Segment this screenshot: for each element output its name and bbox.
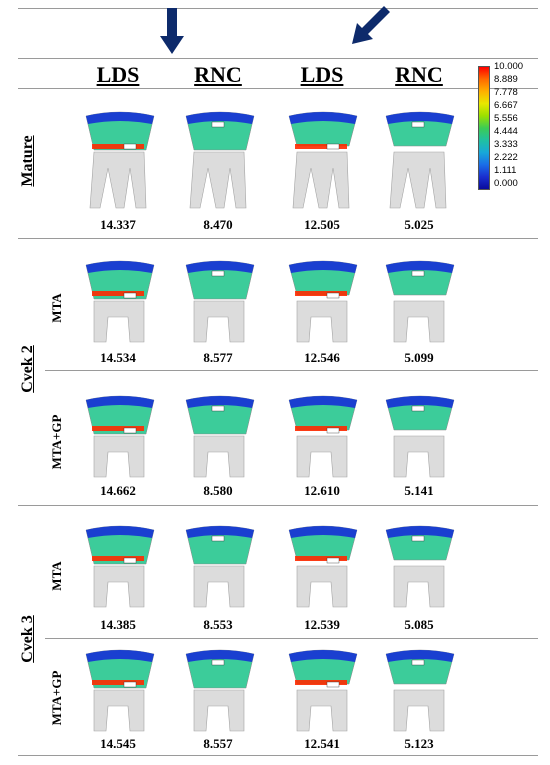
- tooth-stress-model: [380, 108, 460, 213]
- tooth-stress-model: [180, 646, 260, 751]
- row-label-cvek2-mta: MTA: [49, 293, 64, 323]
- tooth-stress-model: [283, 646, 363, 751]
- stress-value: 12.541: [304, 736, 340, 751]
- stress-value: 8.557: [203, 736, 233, 751]
- column-header: RNC: [395, 62, 443, 87]
- stress-value: 12.610: [304, 483, 340, 498]
- group-label-cvek2: Cvek 2: [19, 345, 36, 393]
- divider-header-bottom: [18, 88, 538, 89]
- stress-value: 5.123: [404, 736, 434, 751]
- tooth-stress-model: [80, 108, 160, 213]
- legend-label: 6.667: [494, 100, 518, 111]
- stress-value: 14.337: [100, 217, 136, 232]
- column-header: LDS: [96, 62, 140, 87]
- stress-value: 12.546: [304, 350, 340, 365]
- divider-header: [18, 58, 538, 59]
- down-arrow-icon: [160, 8, 184, 54]
- legend-label: 1.111: [494, 165, 517, 176]
- stress-value: 5.099: [404, 350, 434, 365]
- divider-mature: [18, 238, 538, 239]
- legend-label: 2.222: [494, 152, 518, 163]
- divider-bottom: [18, 755, 538, 756]
- tooth-stress-model: [80, 392, 160, 497]
- tooth-stress-model: [380, 392, 460, 497]
- divider-cvek2-mid: [45, 370, 538, 371]
- tooth-stress-model: [80, 522, 160, 627]
- column-header: RNC: [194, 62, 242, 87]
- stress-value: 8.580: [203, 483, 233, 498]
- legend-label: 5.556: [494, 113, 518, 124]
- legend-label: 8.889: [494, 74, 518, 85]
- tooth-stress-model: [283, 392, 363, 497]
- color-scale-legend: 10.000 8.889 7.778 6.667 5.556 4.444 3.3…: [478, 62, 548, 192]
- stress-value: 8.577: [203, 350, 233, 365]
- diagonal-arrow-icon: [352, 6, 390, 44]
- stress-value: 5.085: [404, 617, 434, 632]
- group-label-mature: Mature: [19, 135, 36, 187]
- row-label-cvek3-mta: MTA: [49, 561, 64, 591]
- legend-label: 7.778: [494, 87, 518, 98]
- row-label-cvek2-mtagp: MTA+GP: [49, 414, 64, 470]
- tooth-stress-model: [180, 108, 260, 213]
- tooth-stress-model: [180, 522, 260, 627]
- stress-value: 8.553: [203, 617, 233, 632]
- stress-value: 12.505: [304, 217, 340, 232]
- tooth-stress-model: [380, 522, 460, 627]
- stress-value: 5.141: [404, 483, 434, 498]
- column-header: LDS: [300, 62, 344, 87]
- stress-value: 12.539: [304, 617, 340, 632]
- divider-cvek3-mid: [45, 638, 538, 639]
- stress-value: 14.534: [100, 350, 136, 365]
- legend-label: 4.444: [494, 126, 518, 137]
- tooth-stress-model: [283, 108, 363, 213]
- tooth-stress-model: [180, 392, 260, 497]
- color-scale-bar: [478, 66, 490, 190]
- stress-value: 8.470: [203, 217, 233, 232]
- tooth-stress-model: [283, 257, 363, 362]
- legend-label: 0.000: [494, 178, 518, 189]
- tooth-stress-model: [180, 257, 260, 362]
- stress-value: 14.662: [100, 483, 136, 498]
- row-label-cvek3-mtagp: MTA+GP: [49, 670, 64, 726]
- stress-value: 14.385: [100, 617, 136, 632]
- tooth-stress-model: [380, 646, 460, 751]
- divider-cvek2: [18, 505, 538, 506]
- legend-label: 3.333: [494, 139, 518, 150]
- group-label-cvek3: Cvek 3: [19, 615, 36, 663]
- tooth-stress-model: [80, 646, 160, 751]
- stress-value: 14.545: [100, 736, 136, 751]
- tooth-stress-model: [283, 522, 363, 627]
- legend-label: 10.000: [494, 61, 524, 72]
- tooth-stress-model: [80, 257, 160, 362]
- stress-value: 5.025: [404, 217, 434, 232]
- divider-top: [18, 8, 538, 9]
- tooth-stress-model: [380, 257, 460, 362]
